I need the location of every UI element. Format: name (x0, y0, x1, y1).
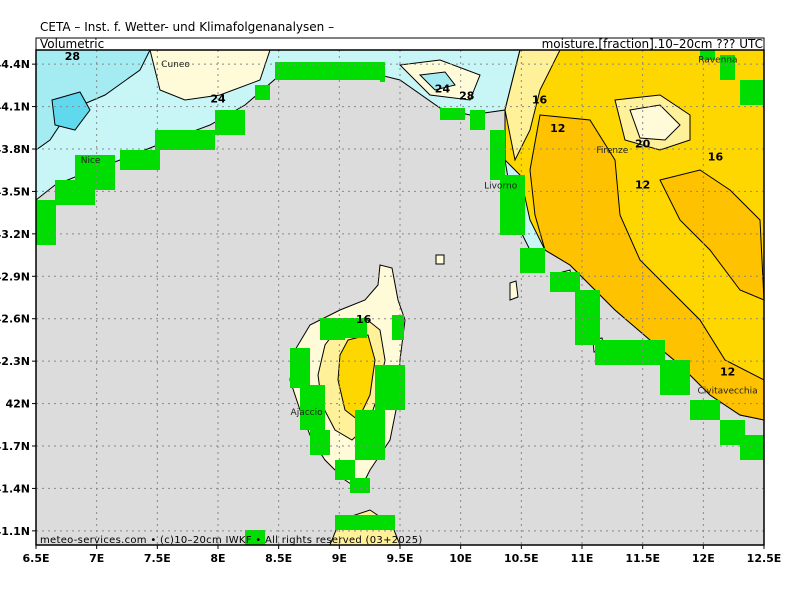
mask-block (275, 62, 380, 80)
lat-tick-label: 43.8N (0, 143, 30, 156)
mask-block (300, 385, 325, 430)
contour-label: 28 (459, 90, 474, 103)
lon-tick-label: 7.5E (144, 552, 171, 565)
island-elba (509, 280, 519, 301)
moist-spot-apennine (418, 71, 456, 91)
mask-block (155, 130, 215, 150)
header-box (35, 37, 765, 51)
lon-tick-label: 8E (210, 552, 225, 565)
mask-block (380, 62, 385, 82)
lon-tick-label: 10E (449, 552, 472, 565)
chart-title: CETA – Inst. f. Wetter- und Klimafolgena… (40, 20, 335, 34)
place-label: Cuneo (161, 60, 190, 70)
lon-tick-label: 12E (692, 552, 715, 565)
mask-block (440, 108, 465, 120)
mask-block (490, 130, 505, 180)
lon-tick-label: 7E (89, 552, 104, 565)
mask-block (120, 150, 160, 170)
gridlines (36, 50, 764, 545)
mask-block (36, 200, 56, 245)
lat-tick-label: 42.3N (0, 355, 30, 368)
variable-description-label: moisture.[fraction].10–20cm ??? UTC (541, 37, 763, 51)
mask-block (350, 478, 370, 493)
mask-block (470, 110, 485, 130)
contour-label: 12 (720, 365, 735, 378)
lon-tick-label: 9E (332, 552, 347, 565)
mask-block (310, 430, 330, 455)
lon-tick-label: 9.5E (386, 552, 413, 565)
contour-label: 12 (635, 179, 650, 192)
mask-block (355, 410, 385, 460)
contour-label: 16 (356, 313, 372, 326)
lon-tick-label: 11.5E (625, 552, 660, 565)
lat-tick-label: 44.4N (0, 58, 30, 71)
lat-tick-label: 43.2N (0, 228, 30, 241)
mask-block (392, 315, 404, 340)
mask-block (215, 110, 245, 135)
mask-block (320, 318, 345, 340)
lon-tick-label: 11E (571, 552, 594, 565)
mask-block (290, 348, 310, 388)
dry-zone-east (659, 169, 764, 301)
mask-block (550, 272, 580, 292)
map-layers: 28 24 24 28 16 12 20 16 12 16 12 Cuneo Ravenna Nice Fi… (36, 50, 764, 545)
mask-block (75, 155, 115, 190)
place-label: Livorno (484, 182, 518, 192)
mask-block (335, 460, 355, 480)
mask-block (690, 400, 720, 420)
mask-block (720, 55, 735, 80)
moist-core-west (51, 91, 91, 131)
coast-band-north (504, 50, 561, 162)
contour-label: 16 (708, 150, 724, 163)
contour-label: 24 (435, 82, 451, 95)
place-label: Civitavecchia (698, 387, 758, 397)
credit-line: meteo-services.com • (c)10–20cm IWKF • A… (40, 535, 423, 546)
contour-label: 24 (210, 92, 226, 105)
contour-label: 20 (635, 138, 651, 151)
lon-tick-label: 6.5E (22, 552, 49, 565)
lat-tick-label: 42.6N (0, 313, 30, 326)
contour-label: 16 (532, 94, 548, 107)
place-label: Firenze (596, 146, 628, 156)
lat-tick-label: 41.1N (0, 525, 30, 538)
contour-label: 28 (65, 50, 80, 63)
lat-tick-label: 43.5N (0, 185, 30, 198)
place-label: Nice (81, 156, 101, 166)
variable-type-label: Volumetric (40, 37, 105, 51)
mask-block (700, 50, 715, 60)
place-label: Ajaccio (291, 408, 324, 418)
mask-block (660, 360, 690, 395)
lon-tick-label: 12.5E (747, 552, 782, 565)
lat-tick-label: 42.9N (0, 270, 30, 283)
lat-tick-label: 42N (5, 398, 30, 411)
contour-label: 12 (550, 122, 565, 135)
place-label: Ravenna (698, 56, 737, 66)
island-capraia (435, 254, 445, 265)
lon-tick-label: 8.5E (265, 552, 292, 565)
moist-spot-firenze (629, 104, 681, 141)
zone-cuneo (149, 50, 271, 101)
mask-block (245, 530, 265, 545)
mask-block (520, 248, 545, 273)
mask-block (575, 290, 600, 345)
moist-zone-west (36, 50, 151, 151)
mask-block (255, 85, 270, 100)
mask-block (740, 80, 764, 105)
lat-tick-label: 41.7N (0, 440, 30, 453)
lat-tick-label: 44.1N (0, 101, 30, 114)
lat-tick-label: 41.4N (0, 482, 30, 495)
lon-tick-label: 10.5E (504, 552, 539, 565)
mask-block (345, 318, 367, 338)
mask-block (740, 435, 764, 460)
mask-block (335, 515, 395, 530)
